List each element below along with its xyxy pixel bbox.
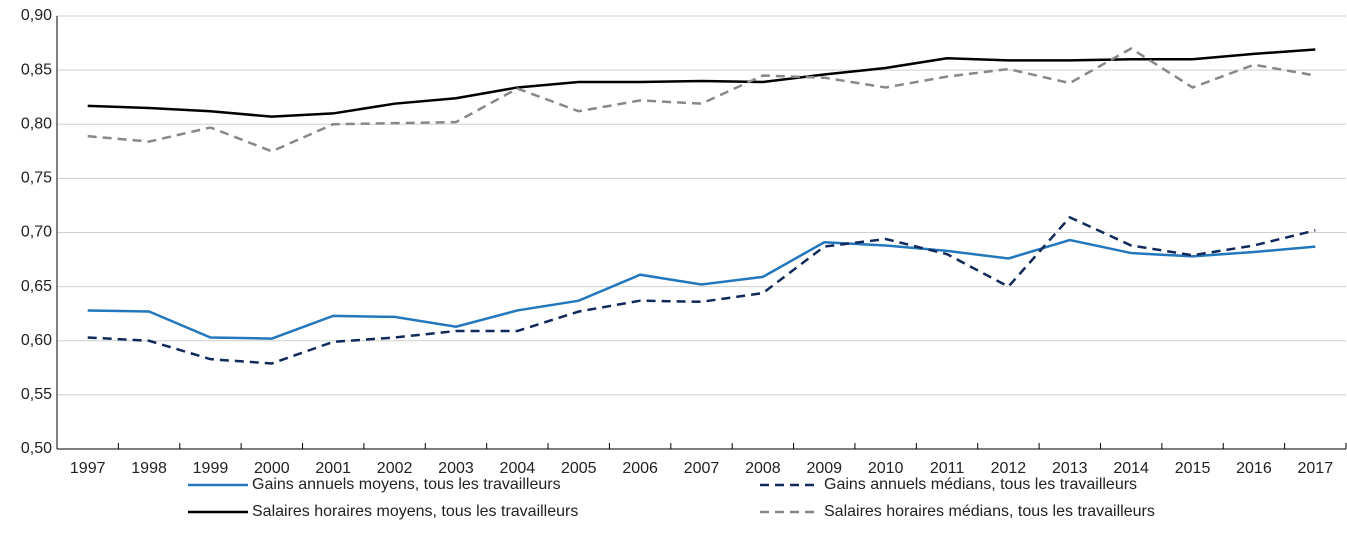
x-tick-label: 2007	[684, 460, 720, 477]
y-tick-label: 0,70	[21, 224, 52, 241]
legend-label: Gains annuels moyens, tous les travaille…	[252, 476, 561, 493]
x-tick-label: 1997	[70, 460, 106, 477]
x-tick-label: 2003	[438, 460, 474, 477]
x-tick-label: 2010	[868, 460, 904, 477]
y-tick-label: 0,80	[21, 115, 52, 132]
x-tick-label: 2000	[254, 460, 290, 477]
y-tick-label: 0,50	[21, 440, 52, 457]
x-tick-label: 2005	[561, 460, 597, 477]
x-tick-label: 2009	[806, 460, 842, 477]
line-series	[87, 48, 1316, 118]
x-tick-label: 2013	[1052, 460, 1088, 477]
x-tick-label: 2011	[930, 460, 965, 477]
x-tick-label: 2012	[991, 460, 1027, 477]
y-tick-label: 0,90	[21, 7, 52, 24]
x-tick-label: 2006	[622, 460, 658, 477]
x-tick-label: 2002	[377, 460, 413, 477]
y-tick-label: 0,85	[21, 61, 52, 78]
legend-label: Salaires horaires médians, tous les trav…	[824, 503, 1155, 520]
x-tick-label: 2001	[315, 460, 351, 477]
x-tick-label: 2014	[1113, 460, 1149, 477]
y-tick-label: 0,60	[21, 332, 52, 349]
y-tick-label: 0,55	[21, 386, 52, 403]
legend-label: Gains annuels médians, tous les travaill…	[824, 476, 1137, 493]
x-tick-label: 2004	[500, 460, 536, 477]
x-tick-label: 1998	[131, 460, 167, 477]
line-series	[87, 238, 1316, 340]
line-series	[87, 215, 1316, 365]
y-tick-label: 0,65	[21, 278, 52, 295]
legend-label: Salaires horaires moyens, tous les trava…	[252, 503, 578, 520]
x-tick-label: 2017	[1298, 460, 1334, 477]
x-tick-label: 2008	[745, 460, 781, 477]
x-tick-label: 1999	[193, 460, 229, 477]
x-tick-label: 2016	[1236, 460, 1272, 477]
y-tick-label: 0,75	[21, 170, 52, 187]
line-series	[87, 47, 1316, 153]
x-tick-label: 2015	[1175, 460, 1211, 477]
